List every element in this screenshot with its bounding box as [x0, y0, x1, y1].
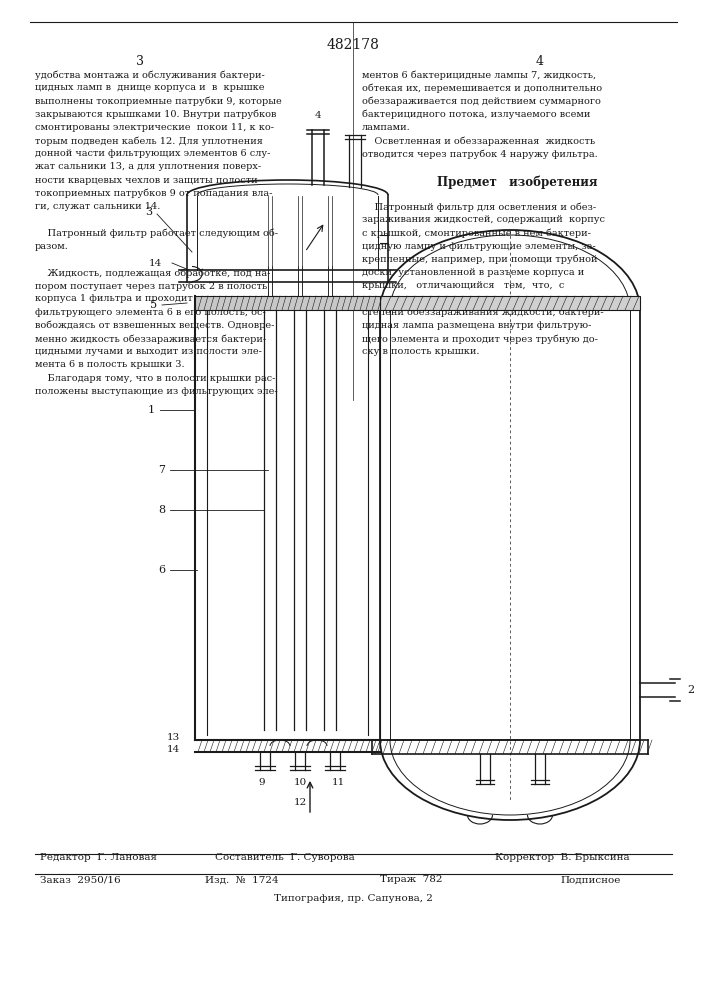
Text: Патронный фильтр для осветления и обез-: Патронный фильтр для осветления и обез- — [362, 202, 596, 212]
Text: вобождаясь от взвешенных веществ. Одновре-: вобождаясь от взвешенных веществ. Одновр… — [35, 321, 274, 330]
Text: Патронный фильтр работает следующим об-: Патронный фильтр работает следующим об- — [35, 228, 278, 238]
Text: степени обеззараживания жидкости, бактери-: степени обеззараживания жидкости, бактер… — [362, 308, 604, 317]
Text: Благодаря тому, что в полости крышки рас-: Благодаря тому, что в полости крышки рас… — [35, 374, 275, 383]
Text: 8: 8 — [158, 505, 165, 515]
Text: выполнены токоприемные патрубки 9, которые: выполнены токоприемные патрубки 9, котор… — [35, 96, 282, 106]
Text: Типография, пр. Сапунова, 2: Типография, пр. Сапунова, 2 — [274, 894, 433, 903]
Text: обеззараживается под действием суммарного: обеззараживается под действием суммарног… — [362, 96, 601, 106]
Text: целью упрощения конструкции и повышения: целью упрощения конструкции и повышения — [362, 294, 597, 303]
Text: обтекая их, перемешивается и дополнительно: обтекая их, перемешивается и дополнитель… — [362, 83, 602, 93]
Text: закрываются крышками 10. Внутри патрубков: закрываются крышками 10. Внутри патрубко… — [35, 110, 276, 119]
Text: Тираж  782: Тираж 782 — [380, 876, 443, 884]
Text: 10: 10 — [293, 778, 307, 787]
Text: пором поступает через патрубок 2 в полость: пором поступает через патрубок 2 в полос… — [35, 281, 267, 291]
Text: корпуса 1 фильтра и проходит через стенку: корпуса 1 фильтра и проходит через стенк… — [35, 294, 264, 303]
Text: цидную лампу и фильтрующие элементы, за-: цидную лампу и фильтрующие элементы, за- — [362, 242, 596, 251]
Bar — [195, 296, 380, 310]
Text: бактерицидного потока, излучаемого всеми: бактерицидного потока, излучаемого всеми — [362, 110, 590, 119]
Text: крепленные, например, при помощи трубной: крепленные, например, при помощи трубной — [362, 255, 597, 264]
Text: доски, установленной в разъеме корпуса и: доски, установленной в разъеме корпуса и — [362, 268, 584, 277]
Text: Редактор  Г. Лановая: Редактор Г. Лановая — [40, 854, 157, 862]
Text: 7: 7 — [158, 465, 165, 475]
Text: 12: 12 — [293, 798, 307, 807]
Text: лампами.: лампами. — [362, 123, 411, 132]
Text: 4: 4 — [536, 55, 544, 68]
Text: 9: 9 — [259, 778, 265, 787]
Bar — [380, 296, 640, 310]
Text: 13: 13 — [167, 734, 180, 742]
Text: 5: 5 — [150, 300, 157, 310]
Text: отводится через патрубок 4 наружу фильтра.: отводится через патрубок 4 наружу фильтр… — [362, 149, 597, 159]
Text: Осветленная и обеззараженная  жидкость: Осветленная и обеззараженная жидкость — [362, 136, 595, 145]
Text: разом.: разом. — [35, 242, 69, 251]
Text: Заказ  2950/16: Заказ 2950/16 — [40, 876, 121, 884]
Text: цидными лучами и выходит из полости эле-: цидными лучами и выходит из полости эле- — [35, 347, 262, 356]
Text: Подписное: Подписное — [560, 876, 620, 884]
Text: 14: 14 — [148, 258, 162, 267]
Text: менно жидкость обеззараживается бактери-: менно жидкость обеззараживается бактери- — [35, 334, 266, 344]
Text: 1: 1 — [148, 405, 155, 415]
Text: 6: 6 — [158, 565, 165, 575]
Text: Жидкость, подлежащая обработке, под на-: Жидкость, подлежащая обработке, под на- — [35, 268, 270, 277]
Text: ности кварцевых чехлов и защиты полости: ности кварцевых чехлов и защиты полости — [35, 176, 257, 185]
Text: мента 6 в полость крышки 3.: мента 6 в полость крышки 3. — [35, 360, 185, 369]
Text: Корректор  В. Брыксина: Корректор В. Брыксина — [496, 854, 630, 862]
Text: 2: 2 — [687, 685, 694, 695]
Text: токоприемных патрубков 9 от попадания вла-: токоприемных патрубков 9 от попадания вл… — [35, 189, 272, 198]
Text: положены выступающие из фильтрующих эле-: положены выступающие из фильтрующих эле- — [35, 387, 278, 396]
Text: удобства монтажа и обслуживания бактери-: удобства монтажа и обслуживания бактери- — [35, 70, 264, 80]
Text: смонтированы электрические  покои 11, к ко-: смонтированы электрические покои 11, к к… — [35, 123, 274, 132]
Text: ги, служат сальники 14.: ги, служат сальники 14. — [35, 202, 160, 211]
Text: крышки,   отличающийся   тем,  что,  с: крышки, отличающийся тем, что, с — [362, 281, 564, 290]
Text: 3: 3 — [145, 207, 152, 217]
Text: Составитель  Г. Суворова: Составитель Г. Суворова — [215, 854, 355, 862]
Text: жат сальники 13, а для уплотнения поверх-: жат сальники 13, а для уплотнения поверх… — [35, 162, 261, 171]
Text: 4: 4 — [315, 111, 321, 120]
Text: 11: 11 — [332, 778, 344, 787]
Text: 482178: 482178 — [327, 38, 380, 52]
Text: торым подведен кабель 12. Для уплотнения: торым подведен кабель 12. Для уплотнения — [35, 136, 263, 145]
Text: 3: 3 — [136, 55, 144, 68]
Text: щего элемента и проходит через трубную до-: щего элемента и проходит через трубную д… — [362, 334, 598, 344]
Text: цидных ламп в  днище корпуса и  в  крышке: цидных ламп в днище корпуса и в крышке — [35, 83, 264, 92]
Text: Изд.  №  1724: Изд. № 1724 — [205, 876, 279, 884]
Text: с крышкой, смонтированные в нем бактери-: с крышкой, смонтированные в нем бактери- — [362, 228, 591, 238]
Text: зараживания жидкостей, содержащий  корпус: зараживания жидкостей, содержащий корпус — [362, 215, 605, 224]
Text: ску в полость крышки.: ску в полость крышки. — [362, 347, 479, 356]
Text: донной части фильтрующих элементов 6 слу-: донной части фильтрующих элементов 6 слу… — [35, 149, 270, 158]
Text: цидная лампа размещена внутри фильтрую-: цидная лампа размещена внутри фильтрую- — [362, 321, 591, 330]
Text: фильтрующего элемента 6 в его полость, ос-: фильтрующего элемента 6 в его полость, о… — [35, 308, 266, 317]
Text: Предмет   изобретения: Предмет изобретения — [437, 176, 597, 189]
Text: 14: 14 — [167, 746, 180, 754]
Text: ментов 6 бактерицидные лампы 7, жидкость,: ментов 6 бактерицидные лампы 7, жидкость… — [362, 70, 596, 80]
